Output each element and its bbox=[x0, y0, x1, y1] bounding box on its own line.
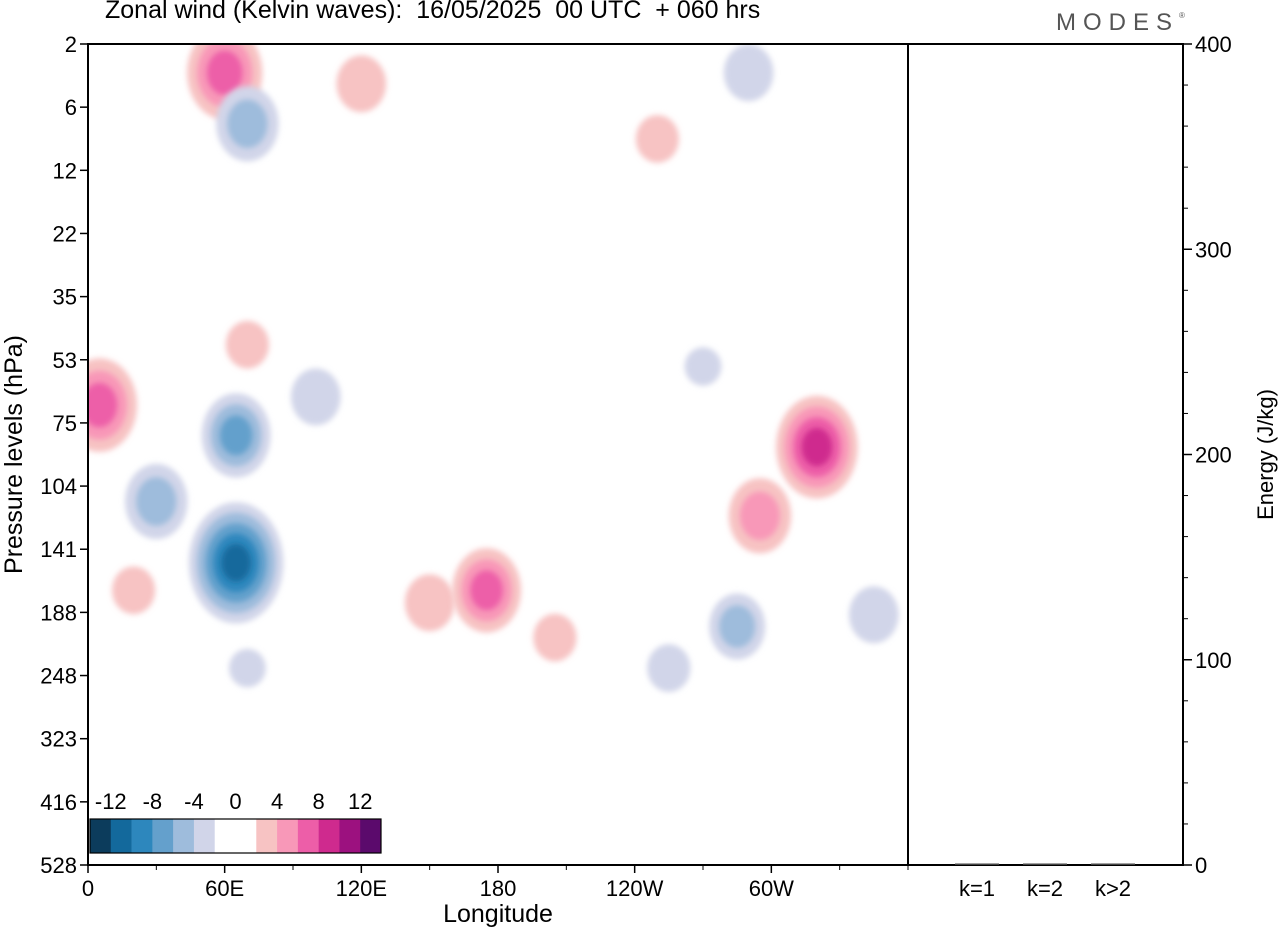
colorbar-swatch bbox=[277, 819, 299, 853]
bar-category-label: k=1 bbox=[959, 876, 995, 901]
energy-bar bbox=[955, 863, 999, 865]
y-tick-label: 104 bbox=[40, 474, 77, 499]
colorbar-swatch bbox=[297, 819, 319, 853]
logo-text: MODES bbox=[1056, 9, 1180, 36]
y-tick-label: 12 bbox=[53, 158, 77, 183]
energy-bars: k=1 k=2 k>2 bbox=[955, 863, 1135, 901]
wind-anomaly-contour bbox=[206, 50, 243, 95]
bar-category-label: k=2 bbox=[1027, 876, 1063, 901]
chart-title: Zonal wind (Kelvin waves): 16/05/2025 00… bbox=[105, 0, 761, 24]
y-tick-label: 53 bbox=[53, 348, 77, 373]
wind-anomaly-contour bbox=[291, 368, 341, 426]
wind-anomaly-contour bbox=[739, 491, 781, 540]
colorbar-swatch bbox=[235, 819, 257, 853]
y-tick-label: 528 bbox=[40, 853, 77, 878]
wind-anomaly-contour bbox=[647, 644, 691, 692]
y-tick-label: 248 bbox=[40, 664, 77, 689]
y-tick-label: 75 bbox=[53, 411, 77, 436]
energy-tick-label: 100 bbox=[1195, 648, 1232, 673]
wind-anomaly-contour bbox=[112, 566, 156, 615]
energy-bar bbox=[1023, 863, 1067, 865]
wind-anomaly-contour bbox=[635, 115, 680, 163]
x-tick-label: 180 bbox=[480, 876, 517, 901]
colorbar-swatch bbox=[256, 819, 278, 853]
colorbar-label: -12 bbox=[95, 789, 127, 814]
energy-tick-label: 0 bbox=[1195, 853, 1207, 878]
wind-anomaly-contour bbox=[219, 415, 253, 456]
wind-anomaly-contour bbox=[849, 586, 899, 644]
energy-axis-label: Energy (J/kg) bbox=[1253, 389, 1278, 520]
colorbar-label: 12 bbox=[348, 789, 372, 814]
y-axis-label: Pressure levels (hPa) bbox=[0, 335, 28, 574]
wind-anomaly-contour bbox=[336, 55, 387, 113]
bar-category-label: k>2 bbox=[1095, 876, 1131, 901]
wind-field bbox=[88, 44, 899, 692]
colorbar-label: 8 bbox=[313, 789, 325, 814]
wind-anomaly-contour bbox=[723, 44, 774, 102]
energy-tick-label: 400 bbox=[1195, 32, 1232, 57]
energy-tick-label: 200 bbox=[1195, 443, 1232, 468]
wind-anomaly-contour bbox=[88, 382, 118, 428]
x-tick-label: 120W bbox=[606, 876, 664, 901]
modes-logo: MODES® bbox=[1056, 9, 1185, 37]
colorbar-label: 0 bbox=[229, 789, 241, 814]
wind-anomaly-contour bbox=[227, 99, 268, 148]
colorbar-swatch bbox=[110, 819, 132, 853]
colorbar-border bbox=[89, 818, 382, 854]
colorbar-swatch bbox=[152, 819, 174, 853]
colorbar-swatch bbox=[173, 819, 195, 853]
colorbar-label: -8 bbox=[143, 789, 163, 814]
wind-anomaly-contour bbox=[225, 320, 269, 369]
colorbar-label: -4 bbox=[184, 789, 204, 814]
wind-anomaly-contour bbox=[533, 613, 577, 662]
colorbar-swatch bbox=[339, 819, 361, 853]
x-axis-label: Longitude bbox=[443, 900, 553, 928]
y-tick-label: 188 bbox=[40, 600, 77, 625]
colorbar-swatch bbox=[360, 819, 382, 853]
colorbar-swatch bbox=[214, 819, 236, 853]
wind-anomaly-contour bbox=[221, 544, 251, 582]
wind-anomaly-contour bbox=[136, 477, 177, 526]
logo-mark: ® bbox=[1179, 11, 1185, 20]
energy-bar bbox=[1091, 863, 1135, 865]
wind-anomaly-contour bbox=[470, 570, 503, 611]
x-tick-label: 0 bbox=[82, 876, 94, 901]
energy-tick-label: 300 bbox=[1195, 237, 1232, 262]
colorbar-label: 4 bbox=[271, 789, 283, 814]
x-tick-label: 120E bbox=[336, 876, 387, 901]
wind-anomaly-contour bbox=[229, 648, 266, 688]
y-tick-label: 35 bbox=[53, 285, 77, 310]
wind-anomaly-contour bbox=[801, 427, 833, 467]
wind-anomaly-contour bbox=[684, 347, 722, 386]
wind-anomaly-contour bbox=[404, 574, 455, 632]
x-tick-label: 60W bbox=[749, 876, 794, 901]
y-tick-label: 22 bbox=[53, 221, 77, 246]
colorbar-swatch bbox=[131, 819, 153, 853]
y-tick-label: 416 bbox=[40, 790, 77, 815]
colorbar: -12 -8 -4 0 4 8 12 bbox=[88, 786, 383, 856]
y-tick-label: 323 bbox=[40, 727, 77, 752]
y-tick-label: 6 bbox=[65, 95, 77, 120]
wind-anomaly-contour bbox=[719, 605, 756, 648]
x-tick-label: 60E bbox=[205, 876, 244, 901]
y-tick-label: 2 bbox=[65, 32, 77, 57]
y-tick-label: 141 bbox=[40, 537, 77, 562]
colorbar-swatch bbox=[193, 819, 216, 853]
colorbar-swatch bbox=[318, 819, 340, 853]
colorbar-swatch bbox=[90, 819, 112, 853]
